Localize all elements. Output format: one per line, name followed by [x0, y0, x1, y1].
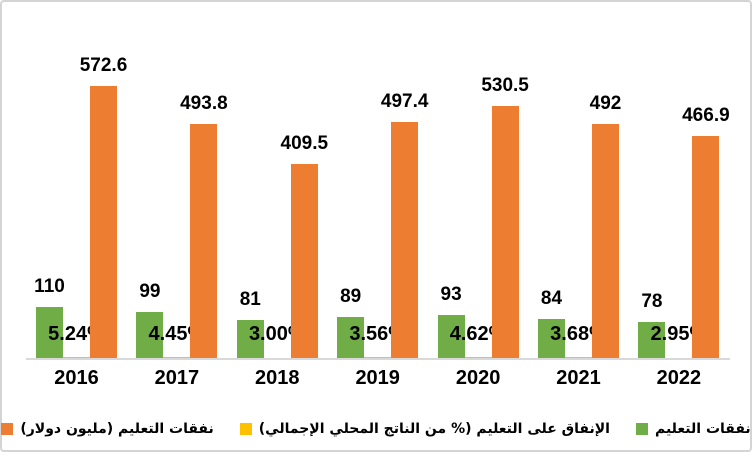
data-label-green-2019: 89 [340, 285, 362, 307]
data-label-orange-2018: 409.5 [280, 132, 329, 154]
data-label-green-2022: 78 [641, 290, 663, 312]
data-label-green-2017: 99 [139, 280, 161, 302]
data-label-orange-2016: 572.6 [79, 54, 128, 76]
bar-green-2016 [36, 306, 63, 359]
x-axis-label-2019: 2019 [355, 367, 400, 389]
data-label-orange-2019: 497.4 [380, 90, 429, 112]
x-axis-label-2018: 2018 [255, 367, 300, 389]
bar-green-2020 [437, 314, 465, 359]
data-label-orange-2022: 466.9 [682, 105, 730, 127]
bar-green-2018 [236, 320, 264, 359]
bar-green-2022 [638, 321, 666, 359]
bar-green-2019 [337, 316, 365, 359]
legend-label: الإنفاق على التعليم (% من الناتج المحلي … [258, 421, 610, 437]
bar-orange-2016 [90, 85, 117, 359]
data-label-green-2020: 93 [440, 283, 462, 305]
data-label-orange-2020: 530.5 [481, 75, 529, 97]
data-label-orange-2021: 492 [589, 93, 622, 115]
data-label-green-2021: 84 [540, 287, 563, 309]
bar-orange-2021 [592, 124, 619, 359]
legend-marker-yellow-icon [239, 423, 252, 435]
bar-orange-2020 [491, 106, 519, 359]
legend-marker-orange-icon [1, 423, 14, 435]
bar-orange-2019 [391, 121, 419, 359]
x-axis-label-2022: 2022 [656, 367, 702, 389]
legend: نفقات التعليم الإنفاق على التعليم (% من … [1, 421, 751, 437]
bar-yellow-2017 [163, 356, 191, 359]
x-axis-label-2020: 2020 [455, 367, 501, 389]
x-axis-label-2021: 2021 [556, 367, 601, 389]
data-label-green-2018: 81 [239, 289, 261, 311]
bar-green-2017 [136, 311, 164, 359]
legend-item-expenses-million-usd: نفقات التعليم (مليون دولار) [1, 421, 214, 437]
x-axis-label-2017: 2017 [154, 367, 200, 389]
legend-label: نفقات التعليم [654, 421, 751, 437]
x-axis-line [26, 358, 730, 360]
legend-item-education-expenses: نفقات التعليم [635, 421, 751, 437]
legend-item-spending-pct-gdp: الإنفاق على التعليم (% من الناتج المحلي … [239, 421, 610, 437]
data-label-green-2016: 110 [34, 275, 65, 297]
bar-green-2021 [538, 318, 565, 359]
bar-yellow-2016 [63, 356, 90, 359]
legend-label: نفقات التعليم (مليون دولار) [20, 421, 214, 437]
data-label-orange-2017: 493.8 [180, 92, 228, 114]
bar-orange-2022 [692, 136, 720, 359]
x-axis-labels: 2016 2017 2018 2019 2020 2021 2022 [2, 368, 752, 394]
x-axis-label-2016: 2016 [54, 367, 99, 389]
bar-orange-2017 [190, 123, 218, 359]
bar-orange-2018 [290, 163, 318, 359]
legend-marker-green-icon [635, 423, 648, 435]
bar-yellow-2020 [464, 356, 492, 359]
plot-area: 110 5.24% 572.6 99 4.45% 493.8 81 3.00% 409.5 89 3… [2, 2, 752, 359]
